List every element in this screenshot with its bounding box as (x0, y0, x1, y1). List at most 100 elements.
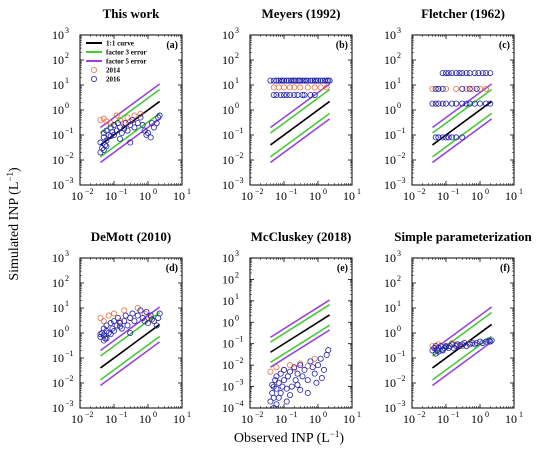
data-point-2016 (267, 77, 274, 84)
data-point-2016 (445, 134, 452, 141)
data-point-2016 (147, 312, 154, 319)
panel-title: This work (103, 6, 160, 21)
data-point-2016 (116, 124, 123, 131)
data-point-2014 (297, 84, 304, 91)
data-point-2016 (311, 91, 318, 98)
data-point-2016 (323, 77, 330, 84)
panel-label: (d) (166, 263, 178, 274)
data-point-2016 (307, 91, 314, 98)
data-point-2016 (294, 370, 301, 377)
data-point-2014 (280, 84, 287, 91)
data-point-2016 (297, 386, 304, 393)
x-tick-label: 10 (105, 189, 117, 203)
y-tick-label: 10 (52, 153, 64, 167)
x-tick-label: 10 (173, 189, 185, 203)
data-point-2016 (124, 127, 131, 134)
x-tick-exponent: −2 (85, 410, 94, 419)
data-point-2016 (103, 137, 110, 144)
data-point-2016 (148, 120, 155, 127)
panel-title: DeMott (2010) (91, 229, 172, 244)
x-tick-exponent: −1 (451, 187, 460, 196)
x-tick-label: 10 (275, 189, 287, 203)
data-point-2016 (143, 131, 150, 138)
x-tick-exponent: −2 (417, 187, 426, 196)
data-point-2016 (270, 394, 277, 401)
y-tick-label: 10 (222, 128, 234, 142)
x-tick-label: 10 (505, 189, 517, 203)
data-point-2016 (122, 312, 129, 319)
y-tick-label: 10 (222, 337, 234, 351)
x-tick-exponent: 0 (323, 187, 327, 196)
data-point-2016 (307, 358, 314, 365)
x-tick-exponent: −1 (119, 410, 128, 419)
x-tick-label: 10 (343, 412, 355, 426)
data-point-2016 (297, 77, 304, 84)
data-point-2016 (454, 341, 461, 348)
y-tick-exponent: −3 (235, 378, 244, 387)
data-point-2014 (111, 310, 118, 317)
data-point-2016 (299, 373, 306, 380)
factor3-error-line (99, 112, 161, 158)
x-tick-label: 10 (173, 412, 185, 426)
data-point-2016 (103, 335, 110, 342)
y-tick-label: 10 (384, 401, 396, 415)
data-point-2016 (131, 124, 138, 131)
y-tick-label: 10 (384, 128, 396, 142)
factor5-error-line (431, 118, 493, 164)
y-tick-label: 10 (222, 401, 234, 415)
y-tick-exponent: −2 (397, 374, 406, 383)
y-tick-exponent: 0 (65, 324, 69, 333)
data-point-2014 (147, 314, 154, 321)
y-tick-label: 10 (52, 326, 64, 340)
panel-label: (c) (499, 40, 510, 51)
x-tick-exponent: 1 (519, 410, 523, 419)
factor3-error-line (269, 88, 331, 134)
data-point-2016 (466, 85, 473, 92)
data-point-2016 (291, 91, 298, 98)
x-tick-exponent: 1 (187, 187, 191, 196)
y-tick-label: 10 (52, 376, 64, 390)
data-point-2016 (487, 100, 494, 107)
data-point-2016 (111, 318, 118, 325)
data-point-2016 (124, 322, 131, 329)
one-to-one-line (431, 100, 493, 146)
data-point-2016 (439, 70, 446, 77)
data-point-2014 (476, 85, 483, 92)
y-tick-label: 10 (384, 103, 396, 117)
factor5-error-line (99, 306, 161, 352)
data-point-2016 (107, 331, 114, 338)
x-tick-exponent: 1 (187, 410, 191, 419)
data-point-2016 (471, 341, 478, 348)
data-point-2016 (459, 70, 466, 77)
y-tick-label: 10 (52, 276, 64, 290)
data-point-2016 (456, 70, 463, 77)
data-point-2016 (280, 91, 287, 98)
data-point-2016 (441, 345, 448, 352)
data-point-2014 (297, 360, 304, 367)
y-tick-label: 10 (52, 78, 64, 92)
data-point-2016 (103, 143, 110, 150)
data-point-2016 (283, 385, 290, 392)
y-tick-label: 10 (384, 276, 396, 290)
x-tick-exponent: −1 (289, 187, 298, 196)
data-point-2016 (301, 366, 308, 373)
panel-c: Fletcher (1962)10 −2 10 −1 10 0 10 110 −310 −210−… (384, 6, 523, 203)
data-point-2016 (325, 347, 332, 354)
data-point-2016 (482, 70, 489, 77)
x-tick-label: 10 (105, 412, 117, 426)
data-point-2016 (111, 328, 118, 335)
data-point-2014 (304, 84, 311, 91)
data-point-2016 (463, 343, 470, 350)
x-tick-label: 10 (437, 412, 449, 426)
data-point-2016 (288, 383, 295, 390)
y-tick-exponent: 1 (397, 76, 401, 85)
y-tick-label: 10 (384, 251, 396, 265)
data-point-2016 (137, 307, 144, 314)
y-tick-label: 10 (52, 251, 64, 265)
x-tick-label: 10 (437, 189, 449, 203)
data-point-2016 (317, 77, 324, 84)
data-point-2016 (463, 70, 470, 77)
data-point-2014 (323, 84, 330, 91)
data-point-2014 (273, 364, 280, 371)
panel-title: Fletcher (1962) (421, 6, 505, 21)
